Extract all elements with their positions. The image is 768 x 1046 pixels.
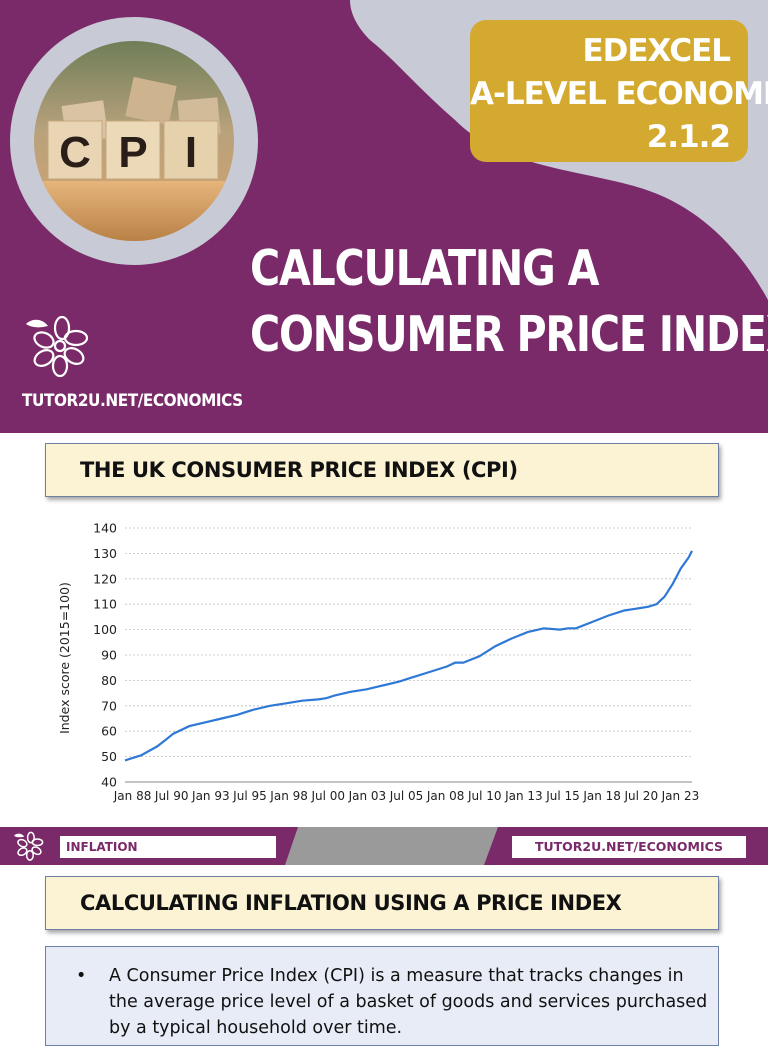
y-tick-label: 110 xyxy=(93,597,117,612)
hero-title: CALCULATING A CONSUMER PRICE INDEX xyxy=(250,236,768,368)
footer-topic-label: INFLATION xyxy=(60,836,276,858)
x-tick-label: Jan 88 xyxy=(113,789,152,803)
badge-line-course: A-LEVEL ECONOMICS xyxy=(470,76,768,112)
x-tick-label: Jul 90 xyxy=(154,789,189,803)
bullet-item: • A Consumer Price Index (CPI) is a meas… xyxy=(76,963,710,1041)
badge-line-board: EDEXCEL xyxy=(582,33,731,69)
tutor2u-flower-icon xyxy=(26,315,89,378)
bullet-text: A Consumer Price Index (CPI) is a measur… xyxy=(109,966,708,1038)
y-tick-label: 120 xyxy=(93,571,117,586)
cpi-blocks-photo: C P I xyxy=(34,41,234,241)
photo-letter-i: I xyxy=(185,128,197,177)
x-tick-label: Jan 13 xyxy=(504,789,543,803)
y-tick-label: 90 xyxy=(101,648,117,663)
x-tick-label: Jan 93 xyxy=(191,789,230,803)
footer-flower-icon xyxy=(14,831,44,861)
footer-site-link[interactable]: TUTOR2U.NET/ECONOMICS xyxy=(512,836,746,858)
y-tick-label: 140 xyxy=(93,521,117,536)
photo-letter-p: P xyxy=(118,128,147,177)
y-tick-label: 130 xyxy=(93,546,117,561)
y-tick-label: 60 xyxy=(101,724,117,739)
x-tick-label: Jan 18 xyxy=(582,789,621,803)
x-tick-label: Jul 10 xyxy=(467,789,502,803)
hero-site-link[interactable]: TUTOR2U.NET/ECONOMICS xyxy=(22,391,243,411)
hero-title-line-2: CONSUMER PRICE INDEX xyxy=(250,306,768,363)
y-axis-label: Index score (2015=100) xyxy=(57,582,72,734)
inflation-slide-title: CALCULATING INFLATION USING A PRICE INDE… xyxy=(45,876,719,930)
chart-slide-title: THE UK CONSUMER PRICE INDEX (CPI) xyxy=(45,443,719,497)
x-tick-label: Jul 05 xyxy=(389,789,424,803)
bullet-dot-icon: • xyxy=(76,966,87,986)
x-tick-label: Jan 08 xyxy=(426,789,465,803)
x-tick-label: Jan 23 xyxy=(661,789,700,803)
bullet-box: • A Consumer Price Index (CPI) is a meas… xyxy=(45,946,719,1046)
y-tick-label: 50 xyxy=(101,749,117,764)
y-tick-label: 70 xyxy=(101,698,117,713)
cpi-series-line xyxy=(124,550,693,762)
y-tick-label: 80 xyxy=(101,673,117,688)
photo-letter-c: C xyxy=(59,128,91,177)
badge-line-topic: 2.1.2 xyxy=(646,119,731,155)
cpi-chart: 40 50 60 70 80 90 100 110 120 130 140 Jan 88 Jul 90… xyxy=(50,512,718,812)
x-tick-label: Jul 95 xyxy=(232,789,267,803)
x-tick-label: Jul 15 xyxy=(545,789,580,803)
x-tick-label: Jan 98 xyxy=(269,789,308,803)
x-tick-label: Jan 03 xyxy=(348,789,387,803)
hero-slide: EDEXCEL A-LEVEL ECONOMICS 2.1.2 xyxy=(0,0,768,433)
course-badge: EDEXCEL A-LEVEL ECONOMICS 2.1.2 xyxy=(470,20,768,162)
y-tick-label: 40 xyxy=(101,775,117,790)
x-tick-label: Jul 20 xyxy=(624,789,659,803)
x-tick-label: Jul 00 xyxy=(310,789,345,803)
cpi-line-chart: 40 50 60 70 80 90 100 110 120 130 140 Jan 88 Jul 90… xyxy=(57,521,700,804)
y-tick-label: 100 xyxy=(93,622,117,637)
hero-title-line-1: CALCULATING A xyxy=(250,240,599,297)
